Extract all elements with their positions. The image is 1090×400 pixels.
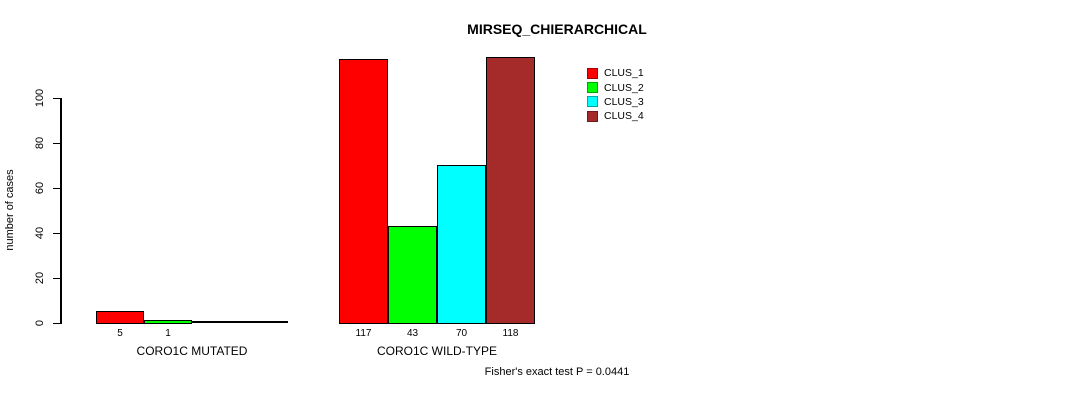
bar-value-label: 118: [502, 327, 519, 339]
y-axis-tick-label: 0: [34, 319, 46, 327]
y-axis-tick: [53, 277, 60, 279]
legend-row: CLUS_2: [587, 80, 644, 94]
legend-row: CLUS_3: [587, 95, 644, 109]
legend-label: CLUS_3: [604, 95, 644, 108]
y-axis-tick-label: 20: [34, 271, 46, 285]
legend-swatch-clus_1: [587, 67, 598, 79]
bar-value-label: 70: [455, 327, 468, 339]
chart-title: MIRSEQ_CHIERARCHICAL: [467, 21, 647, 37]
group-baseline: [96, 321, 288, 323]
bar-clus_3: [437, 165, 486, 324]
y-axis-label: number of cases: [4, 169, 16, 251]
legend-label: CLUS_1: [604, 67, 644, 80]
legend-row: CLUS_1: [587, 66, 644, 80]
bar-value-label: 1: [165, 327, 171, 339]
legend-label: CLUS_4: [604, 110, 644, 123]
y-axis-tick: [53, 97, 60, 99]
y-axis-tick-label: 100: [34, 88, 46, 108]
bar-value-label: 43: [406, 327, 419, 339]
group-label: CORO1C MUTATED: [136, 343, 248, 358]
legend-swatch-clus_4: [587, 110, 598, 122]
y-axis-tick-label: 60: [34, 181, 46, 195]
bar-clus_1: [339, 59, 388, 324]
footnote-pvalue: Fisher's exact test P = 0.0441: [484, 366, 630, 378]
y-axis-tick: [53, 232, 60, 234]
legend-swatch-clus_2: [587, 82, 598, 94]
y-axis-tick-label: 80: [34, 136, 46, 150]
y-axis-tick: [53, 187, 60, 189]
legend: CLUS_1 CLUS_2 CLUS_3 CLUS_4: [587, 66, 644, 124]
bar-clus_2: [144, 320, 192, 324]
y-axis-tick: [53, 322, 60, 324]
bar-value-label: 117: [355, 327, 372, 339]
bar-clus_1: [96, 311, 144, 324]
group-label: CORO1C WILD-TYPE: [376, 343, 498, 358]
y-axis-line: [60, 97, 62, 324]
legend-swatch-clus_3: [587, 96, 598, 108]
y-axis-tick-label: 40: [34, 226, 46, 240]
legend-row: CLUS_4: [587, 109, 644, 123]
y-axis-tick: [53, 142, 60, 144]
bar-clus_2: [388, 225, 437, 324]
bar-clus_4: [486, 57, 535, 324]
legend-label: CLUS_2: [604, 81, 644, 94]
bar-value-label: 5: [117, 327, 123, 339]
